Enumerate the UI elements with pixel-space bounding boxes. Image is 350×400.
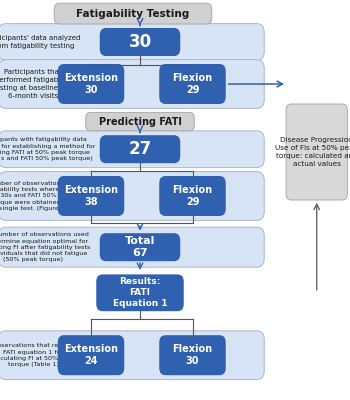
Text: Flexion
30: Flexion 30 <box>173 344 212 366</box>
Text: Participants that
performed fatigability
testing at baseline and
6-month visits: Participants that performed fatigability… <box>0 69 74 99</box>
FancyBboxPatch shape <box>0 172 264 220</box>
Text: Flexion
29: Flexion 29 <box>173 185 212 207</box>
Text: Participants' data analyzed
from fatigability testing: Participants' data analyzed from fatigab… <box>0 35 80 49</box>
FancyBboxPatch shape <box>0 131 264 168</box>
Text: Fatigability Testing: Fatigability Testing <box>76 9 190 18</box>
FancyBboxPatch shape <box>159 335 226 375</box>
Text: Disease Progression
Use of FIs at 50% peak
torque: calculated and
actual values: Disease Progression Use of FIs at 50% pe… <box>275 137 350 167</box>
FancyBboxPatch shape <box>58 335 124 375</box>
FancyBboxPatch shape <box>0 60 264 108</box>
FancyBboxPatch shape <box>0 24 264 60</box>
FancyBboxPatch shape <box>0 227 264 267</box>
FancyBboxPatch shape <box>100 233 180 261</box>
Text: Participants with fatigability data
available for establishing a method for
pred: Participants with fatigability data avai… <box>0 137 96 161</box>
Text: Total number of observations used
to determine equation optimal for
calculating : Total number of observations used to det… <box>0 232 90 262</box>
FancyBboxPatch shape <box>0 331 264 380</box>
FancyBboxPatch shape <box>54 3 212 24</box>
FancyBboxPatch shape <box>159 64 226 104</box>
FancyBboxPatch shape <box>58 64 124 104</box>
Text: Extension
30: Extension 30 <box>64 73 118 95</box>
Text: Results:
FATI
Equation 1: Results: FATI Equation 1 <box>113 277 167 308</box>
Text: Total
67: Total 67 <box>125 236 155 258</box>
Text: 27: 27 <box>128 140 152 158</box>
Text: Extension
38: Extension 38 <box>64 185 118 207</box>
Text: Observations that require
FATI equation 1 for
calculating FI at 50% peak
torque : Observations that require FATI equation … <box>0 343 76 367</box>
FancyBboxPatch shape <box>286 104 347 200</box>
FancyBboxPatch shape <box>96 274 184 311</box>
Text: Flexion
29: Flexion 29 <box>173 73 212 95</box>
FancyBboxPatch shape <box>58 176 124 216</box>
FancyBboxPatch shape <box>86 112 194 131</box>
FancyBboxPatch shape <box>159 176 226 216</box>
Text: Extension
24: Extension 24 <box>64 344 118 366</box>
Text: Predicting FATI: Predicting FATI <box>99 117 181 126</box>
FancyBboxPatch shape <box>100 28 180 56</box>
Text: Number of observations from
fatigability tests where values
at 30s and FATI 50% : Number of observations from fatigability… <box>0 181 82 211</box>
FancyBboxPatch shape <box>100 135 180 163</box>
Text: 30: 30 <box>128 33 152 51</box>
